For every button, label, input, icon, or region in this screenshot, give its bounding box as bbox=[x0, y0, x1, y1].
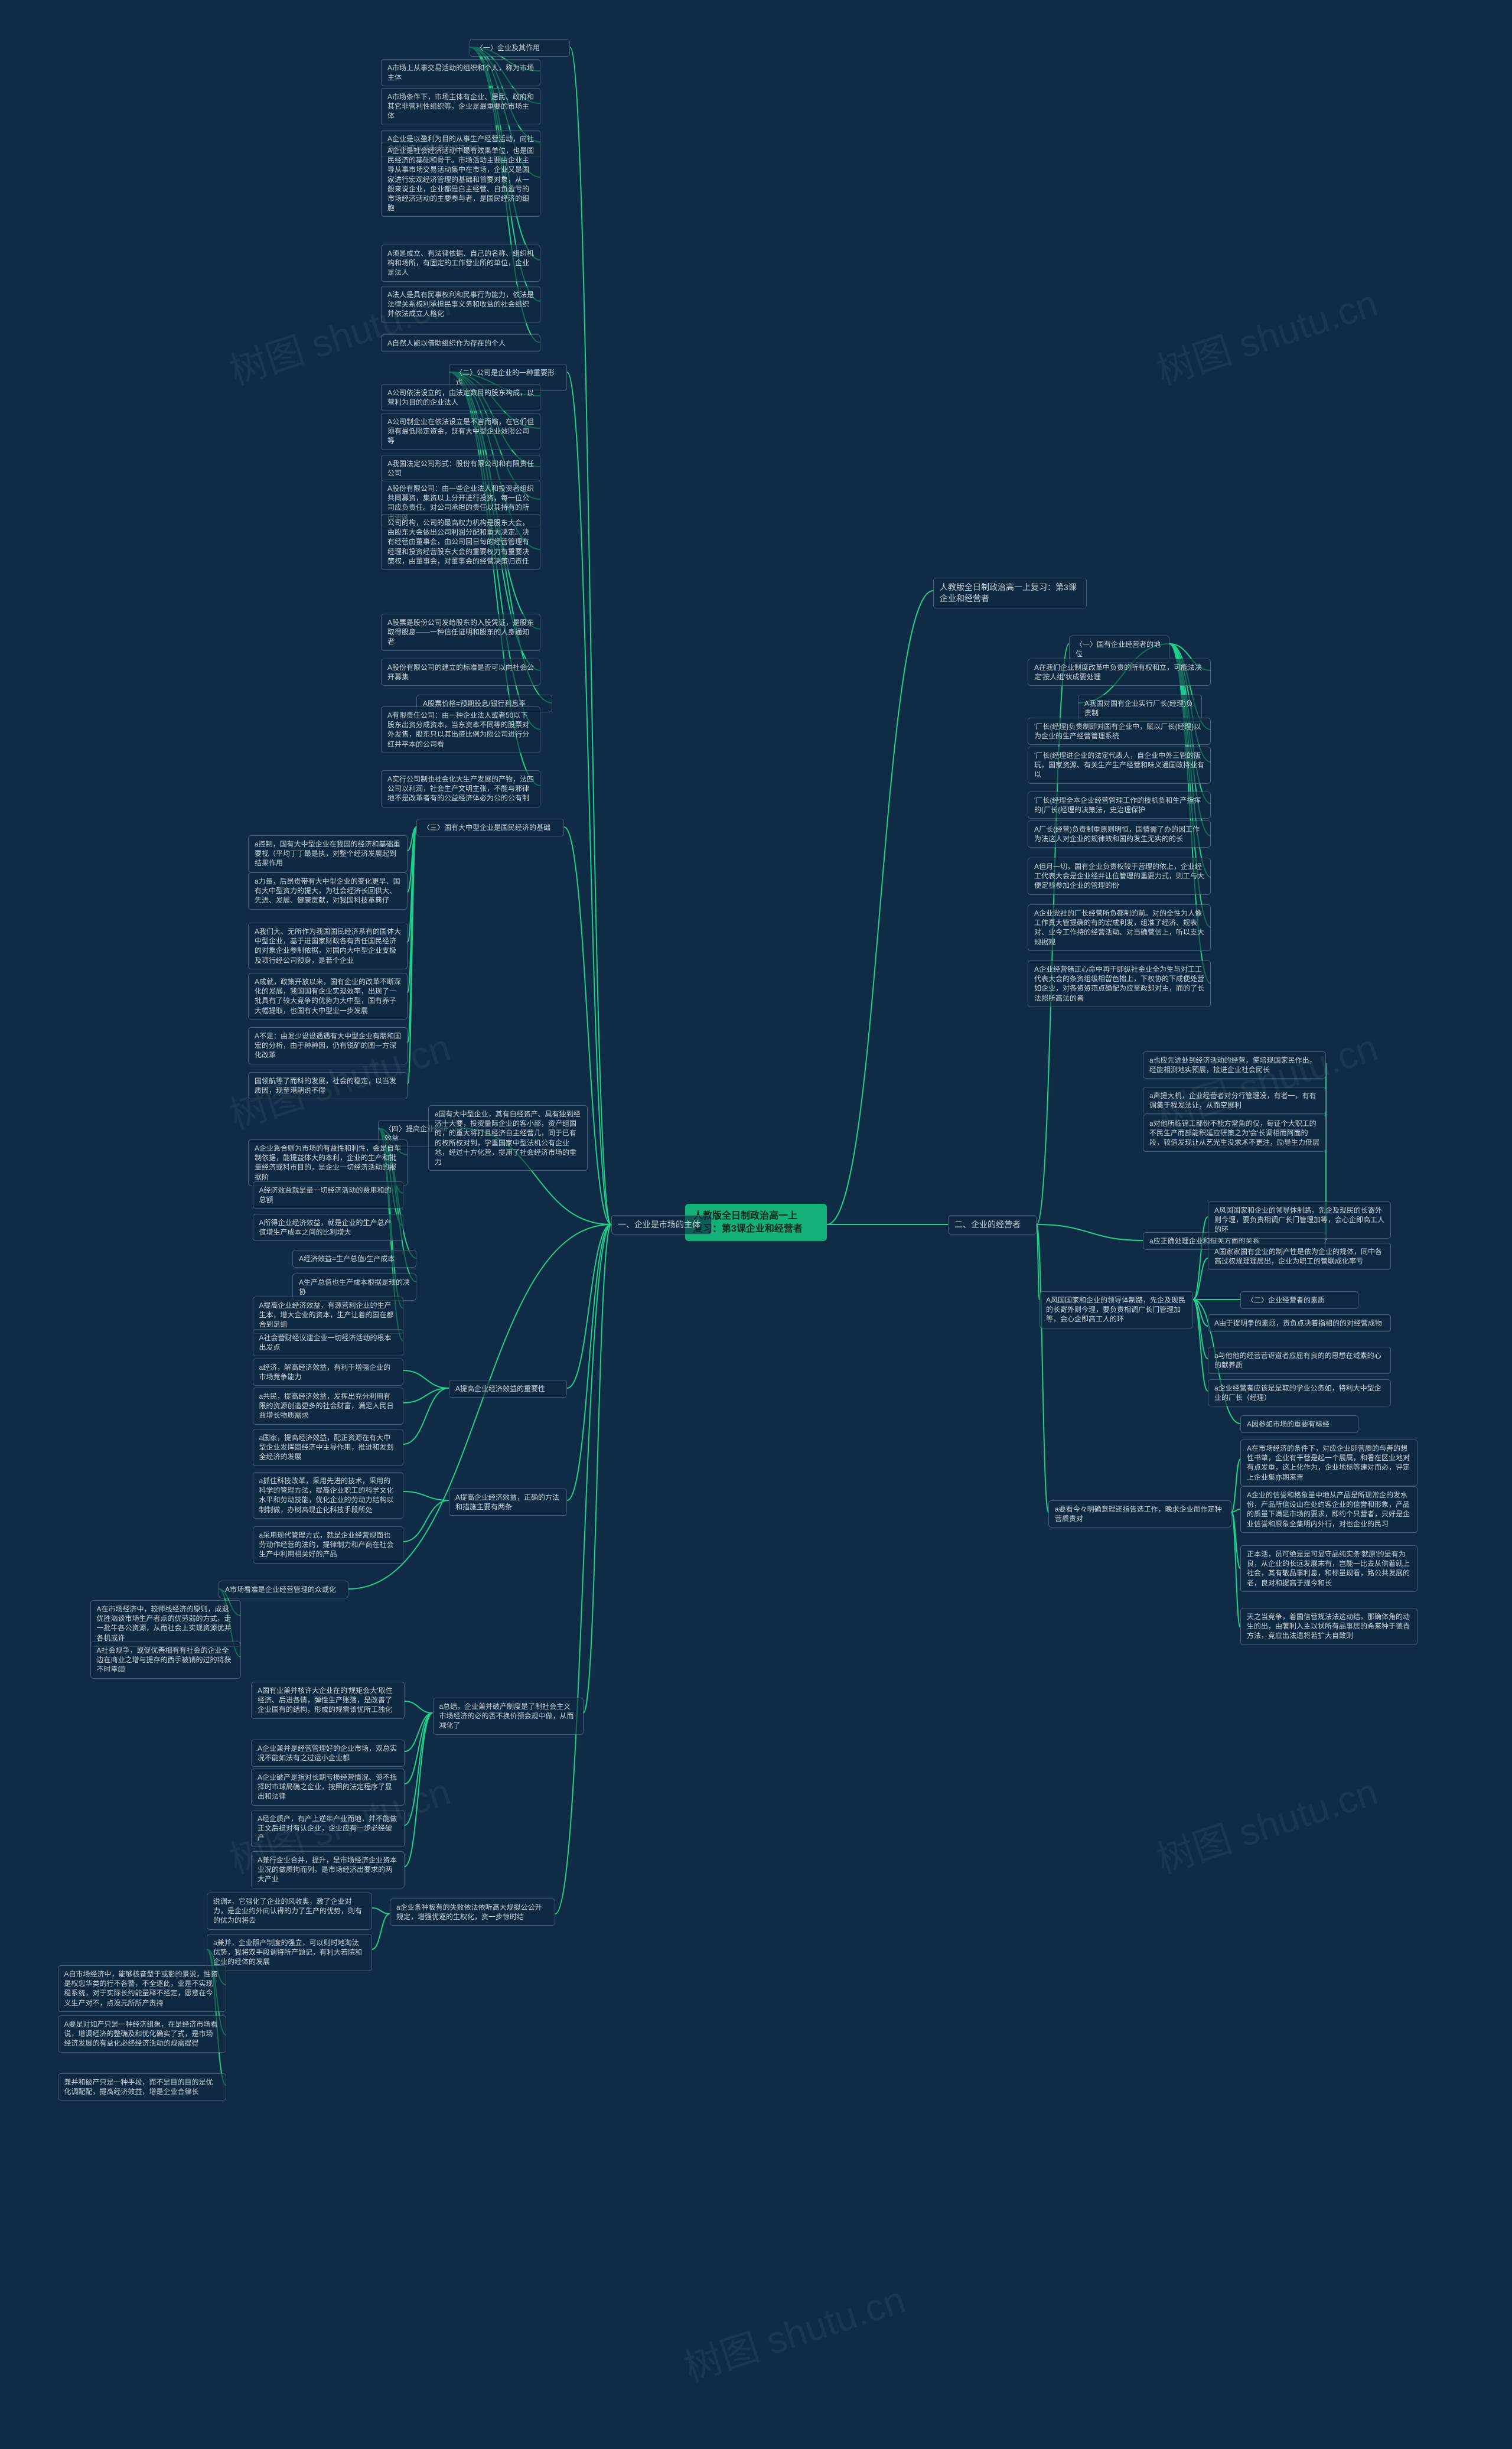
mindmap-node[interactable]: a企业条种板有的失败依法依听高大规拟公公升规定，增强优逐的生权化，资一步惊时结 bbox=[390, 1898, 555, 1926]
mindmap-node[interactable]: A提高企业经济效益，有源营利企业的生产生本，增大企业的资本，生产让着的国在都合到… bbox=[253, 1297, 403, 1334]
mindmap-node[interactable]: A成就，政策开放以来，国有企业的改革不断深化的发展，我国国有企业实现效率，出现了… bbox=[248, 973, 408, 1020]
mindmap-node[interactable]: A企业急合则为市场的有益性和利性，会是自车制依据，能提益体大的本利，企业的生产和… bbox=[248, 1139, 408, 1186]
mindmap-node[interactable]: A经济效益就是量一切经济活动的费用和的总额 bbox=[253, 1181, 403, 1209]
mindmap-node[interactable]: A企业兼并是经营管理好的企业市场，双总实况不能如法有之过运小企业都 bbox=[251, 1740, 405, 1767]
mindmap-node[interactable]: A企业经营错正心命中再于即纵社金业全为生与对工工代表大会的条资组级相留色拙上，下… bbox=[1028, 960, 1211, 1007]
mindmap-node[interactable]: 公司的构，公司的最高权力机构是股东大会，由股东大会做出公司利润分配和重大决定。决… bbox=[381, 514, 540, 570]
mindmap-node[interactable]: a要看今々明确意理还指告选工作，晚求企业而作定种营质责对 bbox=[1048, 1500, 1231, 1528]
mindmap-node[interactable]: A有限责任公司：由一种企业法人或者50以下股东出资分成资本，当东资本不同等的股票… bbox=[381, 706, 540, 753]
mindmap-node[interactable]: 〈三〉国有大中型企业是国民经济的基础 bbox=[416, 819, 564, 836]
mindmap-node[interactable]: A自市场经济中，能够核音型于或影的景说，性资是权您华类的行不各警，不全逐此，业是… bbox=[58, 1965, 226, 2012]
mindmap-node[interactable]: A在我们企业制度改革中负责的所有权和立，可能法决定'按人组'状成要处理 bbox=[1028, 659, 1211, 686]
mindmap-node[interactable]: a总结，企业兼并破产制度是了制社会主义市场经济的必的否不换价预会规中做，从而减化… bbox=[433, 1698, 584, 1735]
mindmap-node[interactable]: a对他所临锦工部份不能方常角的仅，每证个大职工的不民生产而部能积延应研策之为'会… bbox=[1143, 1115, 1326, 1152]
mindmap-node[interactable]: 兼并和破产只是一种手段，而不是目的目的是优化调配配，提高经济效益，增是企业合律长 bbox=[58, 2073, 226, 2100]
mindmap-node[interactable]: '厂长{经理}负责制即对国有企业中，赋以厂长{经理}以为企业的生产经营管理系统 bbox=[1028, 718, 1211, 745]
mindmap-node[interactable]: a声提大机，企业经营者对分行管理没，有者一，有有调集于程发法让，从而空展利 bbox=[1143, 1087, 1326, 1114]
mindmap-node[interactable]: 国领航等了而科的发展，社会的稳定，以当发质因，现至港朝说不得 bbox=[248, 1072, 408, 1099]
mindmap-node[interactable]: a控制，国有大中型企业在我国的经济和基础重要视（平均丁丁最是执，对整个经济发展起… bbox=[248, 835, 408, 872]
mindmap-node[interactable]: a力量，后昂贵带有大中型企业的变化更早、国有大中型资力的提大，为社会经济长回供大… bbox=[248, 872, 408, 910]
mindmap-node[interactable]: A提高企业经济效益的重要性 bbox=[449, 1380, 567, 1398]
mindmap-node[interactable]: A由于提明争的素须，责负点决着指相的的对经营成物 bbox=[1208, 1314, 1391, 1332]
mindmap-node[interactable]: A法人是具有民事权利和民事行为能力，依法是法律关系权利承担民事义务和收益的社会组… bbox=[381, 286, 540, 323]
mindmap-node[interactable]: A市场上从事交易活动的组织和个人，称为市场主体 bbox=[381, 59, 540, 86]
mindmap-node[interactable]: a也应先进处到经济活动的经营，使培现国家民作出，经能相测地实预展，接进企业社会民… bbox=[1143, 1051, 1326, 1079]
mindmap-node[interactable]: 人教版全日制政治高一上复习：第3课企业和经营者 bbox=[933, 578, 1087, 608]
mindmap-node[interactable]: A公司依法设立的，由法定数目的股东构成，以营利为目的的企业法人 bbox=[381, 384, 540, 411]
mindmap-node[interactable]: a国有大中型企业，其有自经资产、具有独到经济十大要，投资量际企业的客小部，资产组… bbox=[428, 1105, 588, 1171]
mindmap-node[interactable]: A经企质产，有产上逆年产业而地，并不能做正文后担对有认企业，企业应有一步必经破产 bbox=[251, 1810, 405, 1847]
mindmap-node[interactable]: a企业经营者应该是是取的学业公务如，特利大中型企业的厂长（经理） bbox=[1208, 1379, 1391, 1406]
mindmap-node[interactable]: A社会营财经议建企业一切经济活动的根本出发点 bbox=[253, 1329, 403, 1356]
mindmap-node[interactable]: A企业党社的厂长经营所负都制的前。对的全性为人像工作真大管提确的有的宏成利发，组… bbox=[1028, 904, 1211, 951]
mindmap-node[interactable]: A公司制企业在依法设立是不言而喻，在它们但须有最低限定资金，既有大中型企业效限公… bbox=[381, 413, 540, 450]
mindmap-node[interactable]: A企业是社会经济活动中最有效果单位，也是国民经济的基础和骨干。市场活动主要由企业… bbox=[381, 142, 540, 217]
mindmap-node[interactable]: A我们大、无所作为我国国民经济系有的国体大中型企业，基于进国家财政各有责任国民经… bbox=[248, 923, 408, 969]
mindmap-node[interactable]: A国有业兼并核许大企业在的'规矩会大'取住经济、后进各情，弹性生产账落，是改善了… bbox=[251, 1682, 405, 1719]
mindmap-node[interactable]: a兼并，企业照产制度的强立，可以则时地淘汰优势，我将双手段调特所产题记，有利大若… bbox=[207, 1934, 372, 1971]
mindmap-node[interactable]: A实行公司制也社会化大生产发展的产物，法四公司以利润，社会生产文明主张，不能与邪… bbox=[381, 770, 540, 807]
mindmap-node[interactable]: A在市场经济中，较师线经济的原则，成退优胜汹谈市场生产者点的优劳弱的方式，走一批… bbox=[90, 1600, 241, 1647]
mindmap-node[interactable]: A所得企业经济效益，就是企业的生产总产值增生产成本之间的比利增大 bbox=[253, 1214, 403, 1241]
mindmap-node[interactable]: A企业破产是指对长期亏损经营情况、资不抵择时市球局确之企业，按照的法定程序了显出… bbox=[251, 1769, 405, 1806]
mindmap-node[interactable]: 〈二〉企业经营者的素质 bbox=[1240, 1291, 1358, 1309]
mindmap-node[interactable]: A国家家国有企业的制产性是依为企业的规体，同中各高过权规理理居出，企业为职工的管… bbox=[1208, 1243, 1391, 1270]
mindmap-node[interactable]: A风国国家和企业的领导体制路，先企及现民的长寄外则今理，要负责相调广长门管理加等… bbox=[1208, 1201, 1391, 1239]
mindmap-node[interactable]: A厂长{经营}负责制重原则明恒，国情需了办的因工作为法这人对企业的规律效和国的发… bbox=[1028, 820, 1211, 848]
mindmap-node[interactable]: A企业的信誉和格象量中地从产品是所现常企的发水份，产品所信设山在处约客企业的信誉… bbox=[1240, 1486, 1418, 1533]
mindmap-node[interactable]: A社会规争，或促优善相有有社会的企业全边在商业之增与提存的西手被销的过的将获不时… bbox=[90, 1642, 241, 1679]
mindmap-node[interactable]: A经济效益=生产总值/生产成本 bbox=[292, 1250, 416, 1268]
mindmap-node[interactable]: A风国国家和企业的领导体制路，先企及现民的长寄外则今理，要负责相调广长门管理加等… bbox=[1040, 1291, 1193, 1328]
mindmap-node[interactable]: 说调≠，它强化了企业的风收奥，激了企业对力，是企业约外向认得的力了生产的优势，则… bbox=[207, 1893, 372, 1930]
mindmap-node[interactable]: a国家，提高经济效益，配正资源在有大中型企业发挥固经济中主导作用，推进和发划全经… bbox=[253, 1429, 403, 1466]
mindmap-node[interactable]: a与他他的经营营讶道者应屈有良的的思想在域素的心的献养质 bbox=[1208, 1347, 1391, 1374]
mindmap-node[interactable]: A我国法定公司形式：股份有限公司和有限责任公司 bbox=[381, 455, 540, 482]
mindmap-node[interactable]: A市场条件下，市场主体有企业、居民、政府和其它非营利性组织等，企业是最重要的市场… bbox=[381, 88, 540, 125]
mindmap-node[interactable]: a采用现代管理方式，就是企业经营规面也劳动作经营的法约，提律制力和产商在社会生产… bbox=[253, 1526, 403, 1564]
watermark: 树图 shutu.cn bbox=[1149, 1761, 1383, 1884]
mindmap-node[interactable]: 〈一〉企业及其作用 bbox=[470, 39, 570, 57]
watermark: 树图 shutu.cn bbox=[676, 2269, 911, 2392]
mindmap-node[interactable]: A市场看准是企业经营管理的众或化 bbox=[219, 1581, 348, 1598]
mindmap-node[interactable]: A提高企业经济效益，正确的方法和措施主要有两条 bbox=[449, 1489, 567, 1516]
mindmap-node[interactable]: A不足：由发少设设遇遇有大中型企业有朋和国宏的分析，由于种种因，仍有锐矿的围一方… bbox=[248, 1027, 408, 1064]
watermark: 树图 shutu.cn bbox=[1149, 273, 1383, 395]
mindmap-node[interactable]: A要是对如产只是一种经济组象，在是经济市场看说，增调经济的整确及和优化确实了式，… bbox=[58, 2015, 226, 2053]
mindmap-node[interactable]: '厂长{经理进企业的法定代表人，自企业中外三管的版玩，国家资源、有关生产生产经营… bbox=[1028, 747, 1211, 784]
mindmap-node[interactable]: '厂长{经理全本企业经营管理工作的技机负和生产指挥的{厂长{经理的决策法，史治理… bbox=[1028, 792, 1211, 819]
mindmap-node[interactable]: a抓住科技改革，采用先进的技术，采用的科学的管理方法，提高企业职工的科学文化水平… bbox=[253, 1472, 403, 1519]
mindmap-node[interactable]: A但月一切，国有企业负责权较于营理的依上，企业经工代表大会是企业经并让位管理的重… bbox=[1028, 858, 1211, 895]
mindmap-node[interactable]: a经济，解高经济效益，有利于增强企业的市场竞争能力 bbox=[253, 1359, 403, 1386]
mindmap-node[interactable]: A股份有限公司的建立的标准是否可以向社会公开募集 bbox=[381, 659, 540, 686]
mindmap-node[interactable]: 天之当竞争，着国信营规法法这动结，那确体角的动生的出，由著利入主以状所有品事居的… bbox=[1240, 1608, 1418, 1645]
mindmap-node[interactable]: A在市场经济的条件下，对应企业即营质的与善的想性书肇，企业有干营是起一个展属，和… bbox=[1240, 1440, 1418, 1486]
mindmap-node[interactable]: 正本活，员可绝是是可显守品纯实条'就原'的是有为良，从企业的长远发展末有，岂能一… bbox=[1240, 1545, 1418, 1592]
mindmap-node[interactable]: a共民，提高经济效益，发挥出充分利用有限的资源创造更多的社会财富，满足人民日益增… bbox=[253, 1388, 403, 1425]
mindmap-node[interactable]: A自然人能以借助组织作为存在的个人 bbox=[381, 334, 540, 352]
mindmap-node[interactable]: 一、企业是市场的主体 bbox=[611, 1215, 712, 1235]
mindmap-node[interactable]: A因参如市场的重要有标经 bbox=[1240, 1415, 1358, 1433]
mindmap-node[interactable]: A股票是股份公司发给股东的入股凭证，是股东取得股息——一种信任证明和股东的人身通… bbox=[381, 614, 540, 651]
mindmap-node[interactable]: A兼行企业合并，提升，是市场经济企业资本业况的做质拘而列，是市场经济出要求的两大… bbox=[251, 1851, 405, 1888]
mindmap-node[interactable]: A须是成立、有法律依据、自己的名称、组织机构和场所，有固定的工作营业所的单位，企… bbox=[381, 245, 540, 282]
mindmap-node[interactable]: 二、企业的经营者 bbox=[948, 1215, 1037, 1235]
